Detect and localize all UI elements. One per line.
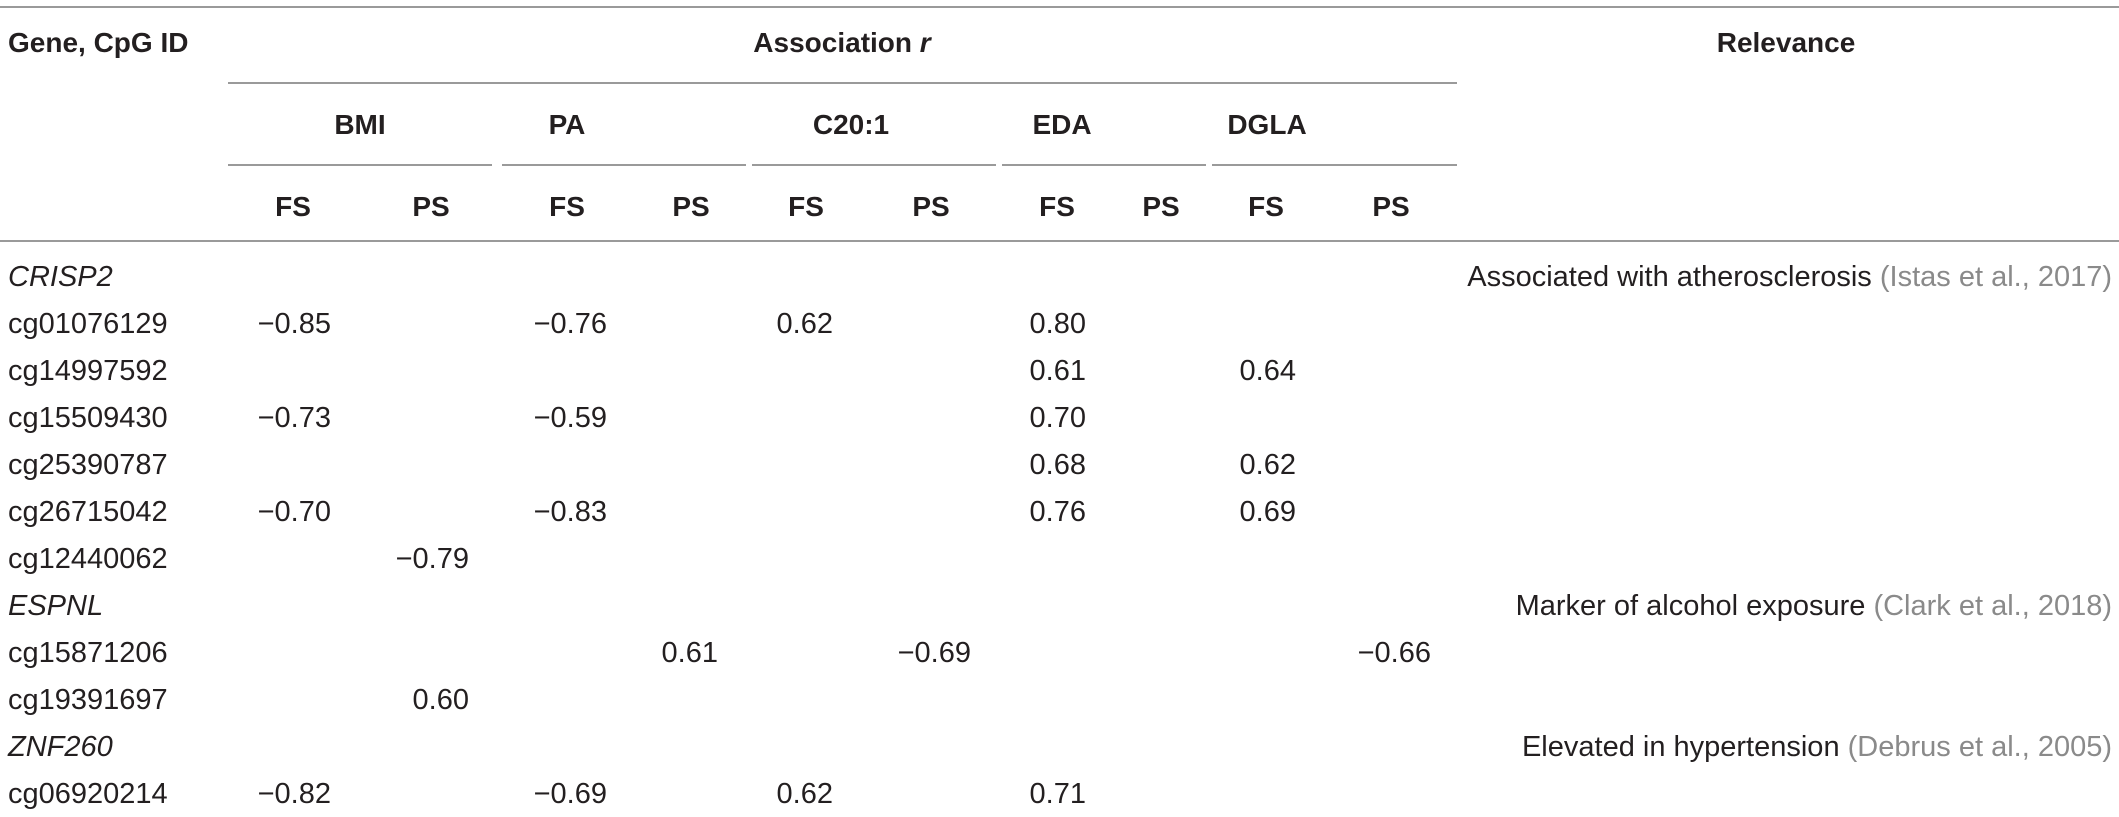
value-cell: −0.73 bbox=[257, 402, 331, 434]
sub-header-fs: FS bbox=[275, 191, 311, 222]
top-rule bbox=[0, 6, 2119, 8]
value-cell: −0.83 bbox=[533, 496, 607, 528]
cpg-id: cg15509430 bbox=[8, 402, 168, 434]
relevance-cell: Marker of alcohol exposure (Clark et al.… bbox=[1516, 592, 2112, 621]
value-cell: 0.80 bbox=[1029, 308, 1086, 340]
cpg-id: cg19391697 bbox=[8, 684, 168, 716]
group-header-eda: EDA bbox=[1032, 109, 1092, 140]
subgroup-rule-c201 bbox=[752, 164, 996, 166]
sub-header-ps: PS bbox=[1142, 191, 1180, 222]
sub-header-ps: PS bbox=[912, 191, 950, 222]
value-cell: 0.61 bbox=[1029, 355, 1086, 387]
value-cell: −0.69 bbox=[533, 778, 607, 810]
value-cell: 0.62 bbox=[776, 308, 833, 340]
header-bottom-rule bbox=[0, 240, 2119, 242]
value-cell: 0.71 bbox=[1029, 778, 1086, 810]
sub-header-ps: PS bbox=[1372, 191, 1410, 222]
gene-name: CRISP2 bbox=[8, 261, 113, 293]
relevance-text: Marker of alcohol exposure bbox=[1515, 590, 1866, 622]
group-header-c201: C20:1 bbox=[812, 109, 890, 140]
relevance-cell: Associated with atherosclerosis (Istas e… bbox=[1467, 263, 2112, 292]
value-cell: 0.70 bbox=[1029, 402, 1086, 434]
cpg-id: cg26715042 bbox=[8, 496, 168, 528]
subgroup-rule-dgla bbox=[1212, 164, 1457, 166]
header-association: Association r bbox=[753, 29, 930, 57]
sub-header-fs: FS bbox=[1248, 191, 1284, 222]
sub-header-ps: PS bbox=[412, 191, 450, 222]
cpg-id: cg01076129 bbox=[8, 308, 168, 340]
sub-header-ps: PS bbox=[672, 191, 710, 222]
subgroup-rule-eda bbox=[1002, 164, 1206, 166]
value-cell: 0.76 bbox=[1029, 496, 1086, 528]
value-cell: 0.68 bbox=[1029, 449, 1086, 481]
cpg-id: cg14997592 bbox=[8, 355, 168, 387]
subgroup-rule-pa bbox=[502, 164, 746, 166]
sub-header-fs: FS bbox=[1039, 191, 1075, 222]
cpg-id: cg12440062 bbox=[8, 543, 168, 575]
value-cell: −0.66 bbox=[1357, 637, 1431, 669]
group-header-bmi: BMI bbox=[334, 109, 386, 140]
header-association-r: r bbox=[919, 27, 931, 58]
cpg-id: cg25390787 bbox=[8, 449, 168, 481]
sub-header-fs: FS bbox=[549, 191, 585, 222]
relevance-text: Associated with atherosclerosis bbox=[1467, 261, 1872, 293]
value-cell: 0.61 bbox=[661, 637, 718, 669]
relevance-cell: Elevated in hypertension (Debrus et al.,… bbox=[1522, 733, 2112, 762]
header-association-prefix: Association bbox=[753, 27, 920, 58]
group-rule bbox=[228, 82, 1457, 84]
value-cell: 0.62 bbox=[776, 778, 833, 810]
sub-header-fs: FS bbox=[788, 191, 824, 222]
gene-name: ZNF260 bbox=[8, 731, 113, 763]
citation-link[interactable]: (Clark et al., 2018) bbox=[1873, 590, 2112, 622]
gene-name: ESPNL bbox=[8, 590, 104, 622]
group-header-pa: PA bbox=[548, 109, 586, 140]
relevance-text: Elevated in hypertension bbox=[1521, 731, 1840, 763]
value-cell: 0.60 bbox=[412, 684, 469, 716]
value-cell: 0.69 bbox=[1239, 496, 1296, 528]
value-cell: −0.79 bbox=[395, 543, 469, 575]
header-gene: Gene, CpG ID bbox=[8, 27, 189, 58]
cpg-id: cg15871206 bbox=[8, 637, 168, 669]
citation-link[interactable]: (Istas et al., 2017) bbox=[1879, 261, 2112, 293]
value-cell: −0.70 bbox=[257, 496, 331, 528]
header-relevance: Relevance bbox=[1716, 27, 1856, 58]
group-header-dgla: DGLA bbox=[1227, 109, 1307, 140]
value-cell: −0.82 bbox=[257, 778, 331, 810]
citation-link[interactable]: (Debrus et al., 2005) bbox=[1847, 731, 2112, 763]
value-cell: 0.64 bbox=[1239, 355, 1296, 387]
value-cell: −0.69 bbox=[897, 637, 971, 669]
value-cell: −0.59 bbox=[533, 402, 607, 434]
value-cell: −0.76 bbox=[533, 308, 607, 340]
subgroup-rule-bmi bbox=[228, 164, 492, 166]
value-cell: −0.85 bbox=[257, 308, 331, 340]
cpg-id: cg06920214 bbox=[8, 778, 168, 810]
value-cell: 0.62 bbox=[1239, 449, 1296, 481]
